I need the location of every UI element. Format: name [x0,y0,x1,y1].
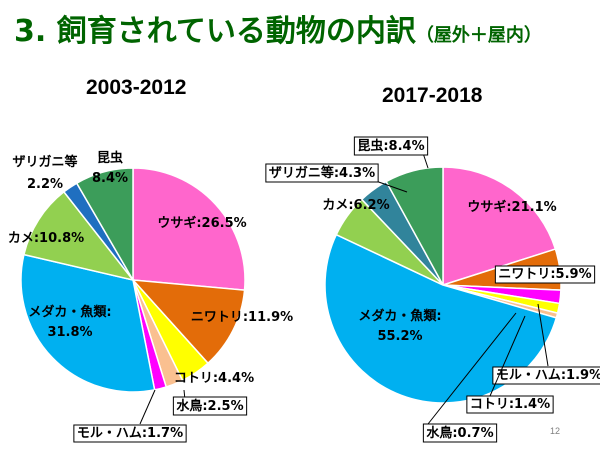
chart-2-title: 2017-2018 [382,84,483,107]
pie1-label-ニワトリ: ニワトリ:11.9% [191,310,293,325]
pie2-leader-ザリガニ等 [372,179,408,193]
pie2-label-box-ニワトリ [494,265,596,284]
pie2-slice-昆虫 [385,166,444,286]
page-number: 12 [549,426,560,436]
title-subtitle: （屋外＋屋内） [415,25,542,46]
pie-chart-1: ウサギ:26.5% ニワトリ:11.9% コトリ:4.4% 水鳥:2.5% モル・ハム:… [8,150,293,443]
pie2-label-box-ザリガニ等 [265,163,379,183]
pie1-label-box-水鳥 [172,396,248,416]
pie2-leader-コトリ [489,315,526,397]
pie1-slice-カメ [23,190,135,282]
pie2-leader-水鳥 [427,312,517,425]
pie-chart-2: ウサギ:21.1% ニワトリ:5.9% モル・ハム:1.9% コトリ:1.4% 水鳥:0… [265,136,600,443]
slide-title: 3. 飼育されている動物の内訳（屋外＋屋内） [14,6,542,50]
pie2-label-モル-ハム: モル・ハム:1.9% [496,368,600,383]
pie2-label-カメ: カメ:6.2% [322,198,389,213]
pie1-slice-メダカ-魚類 [20,253,156,393]
pie1-label-モル-ハム: モル・ハム:1.7% [77,426,183,441]
pie2-slice-ウサギ [442,166,557,287]
pie2-value-メダカ-魚類: 55.2% [377,329,422,344]
pie2-label-昆虫: 昆虫:8.4% [357,138,424,154]
pie1-slice-ニワトリ [131,279,246,365]
pie2-label-水鳥: 水鳥:0.7% [426,425,493,441]
pie2-label-コトリ: コトリ:1.4% [470,397,550,412]
pie1-value-昆虫: 8.4% [92,171,128,186]
pie1-label-メダカ-魚類: メダカ・魚類: [28,304,111,320]
pie2-label-box-コトリ [466,395,554,414]
pie2-label-box-昆虫 [353,136,429,156]
pie1-label-昆虫: 昆虫 [97,150,123,166]
pie2-leader-モル-ハム [537,303,549,367]
pie2-label-ザリガニ等: ザリガニ等:4.3% [269,165,375,181]
pie1-label-水鳥: 水鳥:2.5% [176,398,243,414]
pie2-label-box-モル-ハム [492,366,600,385]
pie1-label-ウサギ: ウサギ:26.5% [157,215,246,231]
title-main: 3. 飼育されている動物の内訳 [14,14,416,49]
pie1-label-カメ: カメ:10.8% [8,231,84,246]
pie2-label-メダカ-魚類: メダカ・魚類: [358,308,441,324]
pie1-value-ザリガニ等: 2.2% [27,177,63,192]
chart-1-title: 2003-2012 [86,76,187,99]
pie1-slice-ウサギ [132,167,246,291]
pie2-label-ニワトリ: ニワトリ:5.9% [498,267,591,282]
pie1-slice-昆虫 [75,167,134,283]
pie2-slice-メダカ-魚類 [324,233,558,404]
pie1-value-メダカ-魚類: 31.8% [47,325,92,340]
pie1-leader-モル-ハム [139,389,156,425]
pie1-label-box-モル-ハム [73,424,187,443]
pie2-label-ウサギ: ウサギ:21.1% [467,199,556,215]
pie1-label-ザリガニ等: ザリガニ等 [12,154,77,170]
pie2-label-box-水鳥 [422,423,498,443]
pie1-label-コトリ: コトリ:4.4% [174,371,254,386]
